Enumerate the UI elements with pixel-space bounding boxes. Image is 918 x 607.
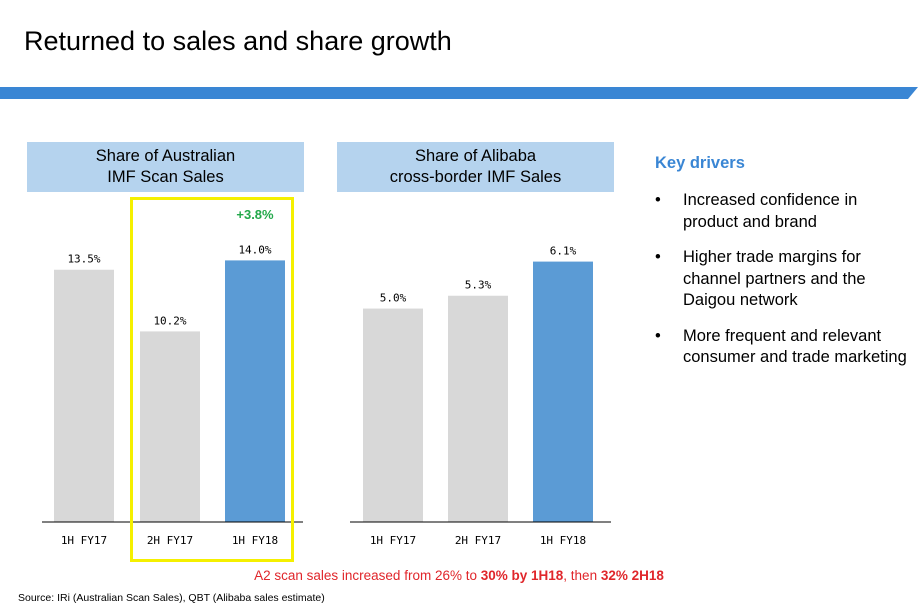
x-tick-label: 1H FY18 [232,534,278,547]
bar-1h-fy17 [54,269,114,522]
title-rule [0,87,918,99]
chart1-title-line1: Share of Australian [95,147,236,165]
x-tick-label: 1H FY17 [61,534,107,547]
bar-2h-fy17 [448,295,508,522]
driver-item: • Increased confidence in product and br… [655,190,915,233]
data-label: 10.2% [153,314,186,327]
footnote: A2 scan sales increased from 26% to 30% … [0,568,918,583]
footnote-part1: A2 scan sales increased from 26% to [254,568,481,583]
bar-charts: 13.5% 1H FY17 10.2% 2H FY17 14.0% 1H FY18 +3.8… [42,207,611,547]
driver-item: • More frequent and relevant consumer an… [655,326,915,369]
chart1-title-line2: IMF Scan Sales [107,168,224,186]
footnote-part2: , then [563,568,601,583]
data-label: 5.0% [380,292,407,305]
bar-1h-fy18 [533,261,593,522]
bullet-icon: • [655,248,661,266]
driver-text: More frequent and relevant consumer and … [683,326,907,367]
growth-annotation: +3.8% [236,207,274,222]
key-drivers-list: • Increased confidence in product and br… [655,190,915,383]
driver-item: • Higher trade margins for channel partn… [655,247,915,312]
chart2-title-line2: cross-border IMF Sales [389,168,562,186]
chart2-title-line1: Share of Alibaba [414,147,537,165]
data-label: 6.1% [550,245,577,258]
bar-2h-fy17 [140,331,200,522]
chart1-header: Share of Australian IMF Scan Sales [27,142,304,192]
x-tick-label: 1H FY18 [540,534,586,547]
x-tick-label: 2H FY17 [147,534,193,547]
highlight-box [130,197,294,562]
footnote-bold2: 32% 2H18 [600,568,664,583]
bar-1h-fy17 [363,308,423,522]
bullet-icon: • [655,191,661,209]
x-tick-label: 1H FY17 [370,534,416,547]
bar-1h-fy18 [225,260,285,522]
bullet-icon: • [655,326,661,345]
x-tick-label: 2H FY17 [455,534,501,547]
data-label: 14.0% [238,243,271,256]
data-label: 13.5% [67,253,100,266]
driver-text: Increased confidence in product and bran… [683,191,858,231]
data-label: 5.3% [465,279,492,292]
footnote-bold1: 30% by 1H18 [480,568,564,583]
source-note: Source: IRi (Australian Scan Sales), QBT… [18,592,325,604]
page-title: Returned to sales and share growth [24,26,452,56]
chart2-header: Share of Alibaba cross-border IMF Sales [337,142,614,192]
key-drivers-title: Key drivers [655,154,745,172]
driver-text: Higher trade margins for channel partner… [683,248,866,309]
